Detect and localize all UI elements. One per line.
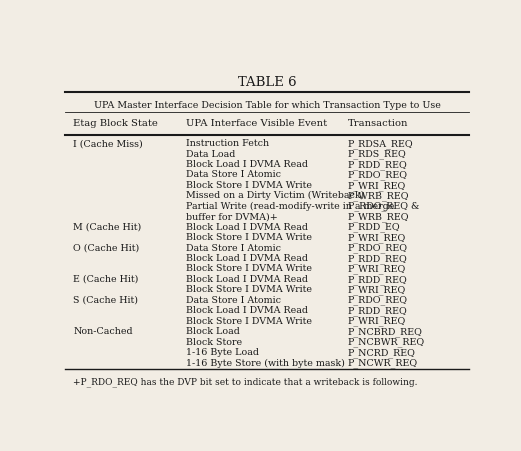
- Text: UPA Master Interface Decision Table for which Transaction Type to Use: UPA Master Interface Decision Table for …: [94, 100, 440, 109]
- Text: P_WRB_REQ: P_WRB_REQ: [348, 191, 410, 201]
- Text: P_RDS_REQ: P_RDS_REQ: [348, 149, 406, 159]
- Text: Block Store I DVMA Write: Block Store I DVMA Write: [187, 264, 312, 273]
- Text: P_RDO_REQ: P_RDO_REQ: [348, 170, 408, 180]
- Text: Block Load I DVMA Read: Block Load I DVMA Read: [187, 160, 308, 169]
- Text: P_NCRD_REQ: P_NCRD_REQ: [348, 347, 416, 357]
- Text: P_RDSA_REQ: P_RDSA_REQ: [348, 139, 413, 148]
- Text: P_RDD_REQ: P_RDD_REQ: [348, 274, 407, 284]
- Text: E (Cache Hit): E (Cache Hit): [73, 274, 139, 283]
- Text: Block Load I DVMA Read: Block Load I DVMA Read: [187, 274, 308, 283]
- Text: Block Load I DVMA Read: Block Load I DVMA Read: [187, 222, 308, 231]
- Text: Block Store I DVMA Write: Block Store I DVMA Write: [187, 233, 312, 242]
- Text: Block Store I DVMA Write: Block Store I DVMA Write: [187, 180, 312, 189]
- Text: P_WRI_REQ: P_WRI_REQ: [348, 233, 406, 242]
- Text: M (Cache Hit): M (Cache Hit): [73, 222, 141, 231]
- Text: Instruction Fetch: Instruction Fetch: [187, 139, 269, 148]
- Text: buffer for DVMA)+: buffer for DVMA)+: [187, 212, 278, 221]
- Text: Non-Cached: Non-Cached: [73, 327, 133, 336]
- Text: P_RDO_REQ &: P_RDO_REQ &: [348, 201, 419, 211]
- Text: P_RDO_REQ: P_RDO_REQ: [348, 295, 408, 305]
- Text: UPA Interface Visible Event: UPA Interface Visible Event: [187, 119, 327, 128]
- Text: 1-16 Byte Store (with byte mask): 1-16 Byte Store (with byte mask): [187, 358, 345, 367]
- Text: Data Store I Atomic: Data Store I Atomic: [187, 295, 281, 304]
- Text: S (Cache Hit): S (Cache Hit): [73, 295, 138, 304]
- Text: P_NCBRD_REQ: P_NCBRD_REQ: [348, 327, 423, 336]
- Text: P_WRI_REQ: P_WRI_REQ: [348, 180, 406, 190]
- Text: Block Load I DVMA Read: Block Load I DVMA Read: [187, 253, 308, 262]
- Text: P_WRB_REQ: P_WRB_REQ: [348, 212, 410, 221]
- Text: Data Load: Data Load: [187, 149, 235, 158]
- Text: I (Cache Miss): I (Cache Miss): [73, 139, 143, 148]
- Text: P_WRI_REQ: P_WRI_REQ: [348, 316, 406, 326]
- Text: P_RDD_REQ: P_RDD_REQ: [348, 160, 407, 170]
- Text: Block Store: Block Store: [187, 337, 242, 346]
- Text: Block Load I DVMA Read: Block Load I DVMA Read: [187, 305, 308, 314]
- Text: Missed on a Dirty Victim (Writeback): Missed on a Dirty Victim (Writeback): [187, 191, 365, 200]
- Text: P_RDD_REQ: P_RDD_REQ: [348, 305, 407, 315]
- Text: P_NCBWR_REQ: P_NCBWR_REQ: [348, 337, 425, 346]
- Text: O (Cache Hit): O (Cache Hit): [73, 243, 140, 252]
- Text: P_WRI_REQ: P_WRI_REQ: [348, 264, 406, 274]
- Text: Etag Block State: Etag Block State: [73, 119, 158, 128]
- Text: P_WRI_REQ: P_WRI_REQ: [348, 285, 406, 295]
- Text: Data Store I Atomic: Data Store I Atomic: [187, 243, 281, 252]
- Text: P_RDD_EQ: P_RDD_EQ: [348, 222, 401, 232]
- Text: 1-16 Byte Load: 1-16 Byte Load: [187, 347, 259, 356]
- Text: Partial Write (read-modify-write in a merge: Partial Write (read-modify-write in a me…: [187, 201, 394, 211]
- Text: P_RDO_REQ: P_RDO_REQ: [348, 243, 408, 253]
- Text: Block Store I DVMA Write: Block Store I DVMA Write: [187, 316, 312, 325]
- Text: TABLE 6: TABLE 6: [238, 76, 296, 89]
- Text: P_RDD_REQ: P_RDD_REQ: [348, 253, 407, 263]
- Text: Transaction: Transaction: [348, 119, 408, 128]
- Text: Data Store I Atomic: Data Store I Atomic: [187, 170, 281, 179]
- Text: Block Load: Block Load: [187, 327, 240, 336]
- Text: +P_RDO_REQ has the DVP bit set to indicate that a writeback is following.: +P_RDO_REQ has the DVP bit set to indica…: [73, 377, 418, 387]
- Text: P_NCWR_REQ: P_NCWR_REQ: [348, 358, 418, 367]
- Text: Block Store I DVMA Write: Block Store I DVMA Write: [187, 285, 312, 294]
